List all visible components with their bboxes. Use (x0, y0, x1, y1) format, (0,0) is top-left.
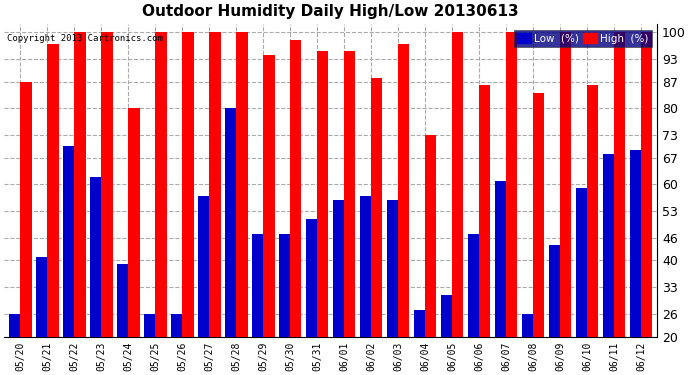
Bar (533, 93, 544, 337)
Bar (425, 135, 436, 337)
Bar (63, 146, 75, 337)
Bar (441, 295, 452, 337)
Bar (101, 32, 112, 337)
Bar (468, 234, 479, 337)
Bar (182, 32, 194, 337)
Bar (252, 234, 263, 337)
Bar (128, 108, 139, 337)
Bar (209, 32, 221, 337)
Legend: Low  (%), High  (%): Low (%), High (%) (514, 30, 651, 47)
Bar (414, 310, 425, 337)
Bar (560, 32, 571, 337)
Bar (333, 200, 344, 337)
Bar (225, 108, 236, 337)
Bar (575, 188, 587, 337)
Text: Copyright 2013 Cartronics.com: Copyright 2013 Cartronics.com (8, 34, 164, 43)
Bar (236, 32, 248, 337)
Bar (117, 264, 128, 337)
Bar (198, 196, 209, 337)
Bar (90, 177, 101, 337)
Bar (317, 51, 328, 337)
Bar (522, 314, 533, 337)
Bar (614, 32, 625, 337)
Bar (144, 314, 155, 337)
Bar (587, 86, 598, 337)
Bar (279, 234, 290, 337)
Bar (452, 32, 464, 337)
Bar (387, 200, 398, 337)
Bar (48, 44, 59, 337)
Bar (75, 32, 86, 337)
Bar (9, 314, 21, 337)
Bar (398, 44, 409, 337)
Bar (506, 32, 518, 337)
Bar (290, 40, 302, 337)
Bar (36, 256, 48, 337)
Bar (21, 82, 32, 337)
Bar (306, 219, 317, 337)
Bar (359, 196, 371, 337)
Title: Outdoor Humidity Daily High/Low 20130613: Outdoor Humidity Daily High/Low 20130613 (142, 4, 519, 19)
Bar (263, 55, 275, 337)
Bar (495, 180, 506, 337)
Bar (155, 32, 166, 337)
Bar (344, 51, 355, 337)
Bar (479, 86, 491, 337)
Bar (171, 314, 182, 337)
Bar (629, 150, 641, 337)
Bar (371, 78, 382, 337)
Bar (602, 154, 614, 337)
Bar (641, 32, 652, 337)
Bar (549, 245, 560, 337)
